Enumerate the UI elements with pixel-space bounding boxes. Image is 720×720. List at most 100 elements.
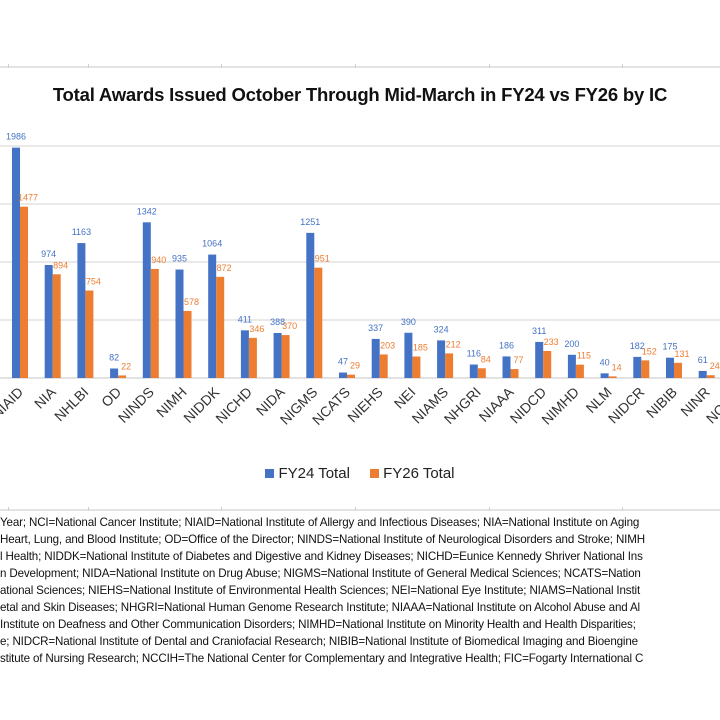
data-label-fy26: 84: [481, 354, 491, 364]
data-label-fy24: 82: [109, 352, 119, 362]
x-tick-label: NICHD: [212, 384, 255, 427]
data-label-fy26: 14: [612, 362, 622, 372]
data-label-fy24: 1986: [6, 132, 26, 142]
x-tick-label: OD: [98, 384, 124, 410]
data-label-fy26: 203: [380, 340, 395, 350]
note-line: ational Sciences; NIEHS=National Institu…: [0, 584, 641, 597]
bar-fy26: [20, 206, 28, 378]
bar-fy26: [477, 368, 486, 378]
data-label-fy24: 974: [41, 249, 56, 259]
bar-fy26: [706, 375, 715, 378]
x-tick-label: NIEHS: [344, 384, 386, 426]
data-label-fy24: 200: [564, 339, 579, 349]
x-tick-label: NHGRI: [441, 384, 484, 427]
data-label-fy24: 40: [600, 357, 610, 367]
bar-fy26: [248, 337, 257, 378]
tick-mark: [355, 507, 356, 511]
tick-mark: [88, 507, 89, 511]
bar-fy26: [641, 360, 650, 378]
tick-mark: [622, 64, 623, 68]
bar-fy24: [404, 332, 413, 378]
data-label-fy26: 370: [282, 321, 297, 331]
data-label-fy26: 951: [315, 254, 330, 264]
bar-fy26: [412, 356, 421, 378]
bar-fy24: [175, 269, 184, 378]
bar-fy24: [77, 243, 86, 378]
note-line: Year; NCI=National Cancer Institute; NIA…: [0, 516, 640, 529]
bar-fy24: [633, 356, 642, 378]
legend-item-fy26: FY26 Total: [370, 465, 455, 482]
bar-fy24: [371, 338, 380, 378]
bar-fy26: [543, 350, 552, 378]
bar-fy26: [608, 376, 617, 378]
x-tick-label: NIA: [31, 383, 59, 411]
bar-fy24: [535, 341, 544, 378]
data-label-fy26: 29: [350, 361, 360, 371]
data-label-fy26: 131: [674, 349, 689, 359]
data-label-fy24: 1251: [300, 217, 320, 227]
tick-mark: [88, 64, 89, 68]
data-label-fy26: 22: [121, 361, 131, 371]
x-tick-label: NINDS: [115, 384, 157, 426]
bar-fy24: [240, 330, 249, 378]
data-label-fy26: 24: [710, 361, 720, 371]
tick-mark: [8, 507, 9, 511]
note-line: Heart, Lung, and Blood Institute; OD=Off…: [0, 533, 645, 546]
data-label-fy24: 935: [172, 254, 187, 264]
bar-fy24: [273, 332, 282, 378]
data-label-fy26: 77: [513, 355, 523, 365]
data-label-fy24: 61: [698, 355, 708, 365]
data-label-fy26: 940: [151, 255, 166, 265]
tick-mark: [221, 507, 222, 511]
data-label-fy26: 578: [184, 297, 199, 307]
bar-fy24: [600, 373, 609, 378]
bar-fy26: [183, 310, 192, 378]
bar-fy24: [12, 147, 20, 378]
bar-fy26: [85, 290, 94, 378]
data-label-fy26: 212: [446, 339, 461, 349]
bar-fy24: [698, 370, 707, 378]
bar-fy24: [306, 232, 315, 378]
data-label-fy24: 182: [630, 341, 645, 351]
data-label-fy24: 390: [401, 317, 416, 327]
legend-swatch-fy26: [370, 469, 380, 478]
tick-mark: [489, 64, 490, 68]
bar-fy24: [502, 356, 511, 378]
cell-border-bottom: [0, 509, 720, 511]
note-line: e; NIDCR=National Institute of Dental an…: [0, 635, 638, 648]
data-label-fy26: 185: [413, 343, 428, 353]
bar-fy24: [110, 368, 119, 378]
data-label-fy24: 411: [238, 314, 252, 324]
x-tick-label: NIMHD: [538, 384, 582, 428]
data-label-fy24: 324: [434, 324, 449, 334]
abbreviation-notes: Year; NCI=National Cancer Institute; NIA…: [0, 514, 720, 667]
bar-fy26: [674, 362, 682, 378]
chart-title: Total Awards Issued October Through Mid-…: [52, 84, 668, 105]
bar-fy24: [142, 222, 151, 378]
note-line: l Health; NIDDK=National Institute of Di…: [0, 550, 643, 563]
bar-fy26: [575, 364, 584, 378]
note-line: etal and Skin Diseases; NHGRI=National H…: [0, 601, 640, 614]
tick-mark: [622, 507, 623, 511]
data-label-fy24: 1064: [202, 239, 222, 249]
bar-fy26: [510, 369, 519, 378]
bar-fy26: [281, 335, 290, 378]
data-label-fy26: 872: [217, 263, 232, 273]
data-label-fy24: 1163: [72, 227, 91, 237]
bar-fy24: [44, 265, 53, 378]
legend: FY24 Total FY26 Total: [0, 465, 720, 482]
data-label-fy26: 894: [53, 260, 68, 270]
bar-fy24: [666, 357, 674, 378]
x-tick-label: NIBIB: [643, 384, 680, 421]
bar-fy26: [216, 276, 225, 378]
data-label-fy24: 388: [270, 317, 285, 327]
legend-label-fy24: FY24 Total: [278, 465, 350, 482]
data-label-fy26: 1477: [18, 193, 38, 203]
bar-fy26: [379, 354, 388, 378]
bar-fy26: [445, 353, 454, 378]
bar-fy26: [118, 375, 127, 378]
bar-fy24: [469, 364, 478, 378]
data-label-fy26: 233: [544, 337, 559, 347]
bar-fy24: [437, 340, 446, 378]
bar-fy26: [52, 274, 61, 378]
